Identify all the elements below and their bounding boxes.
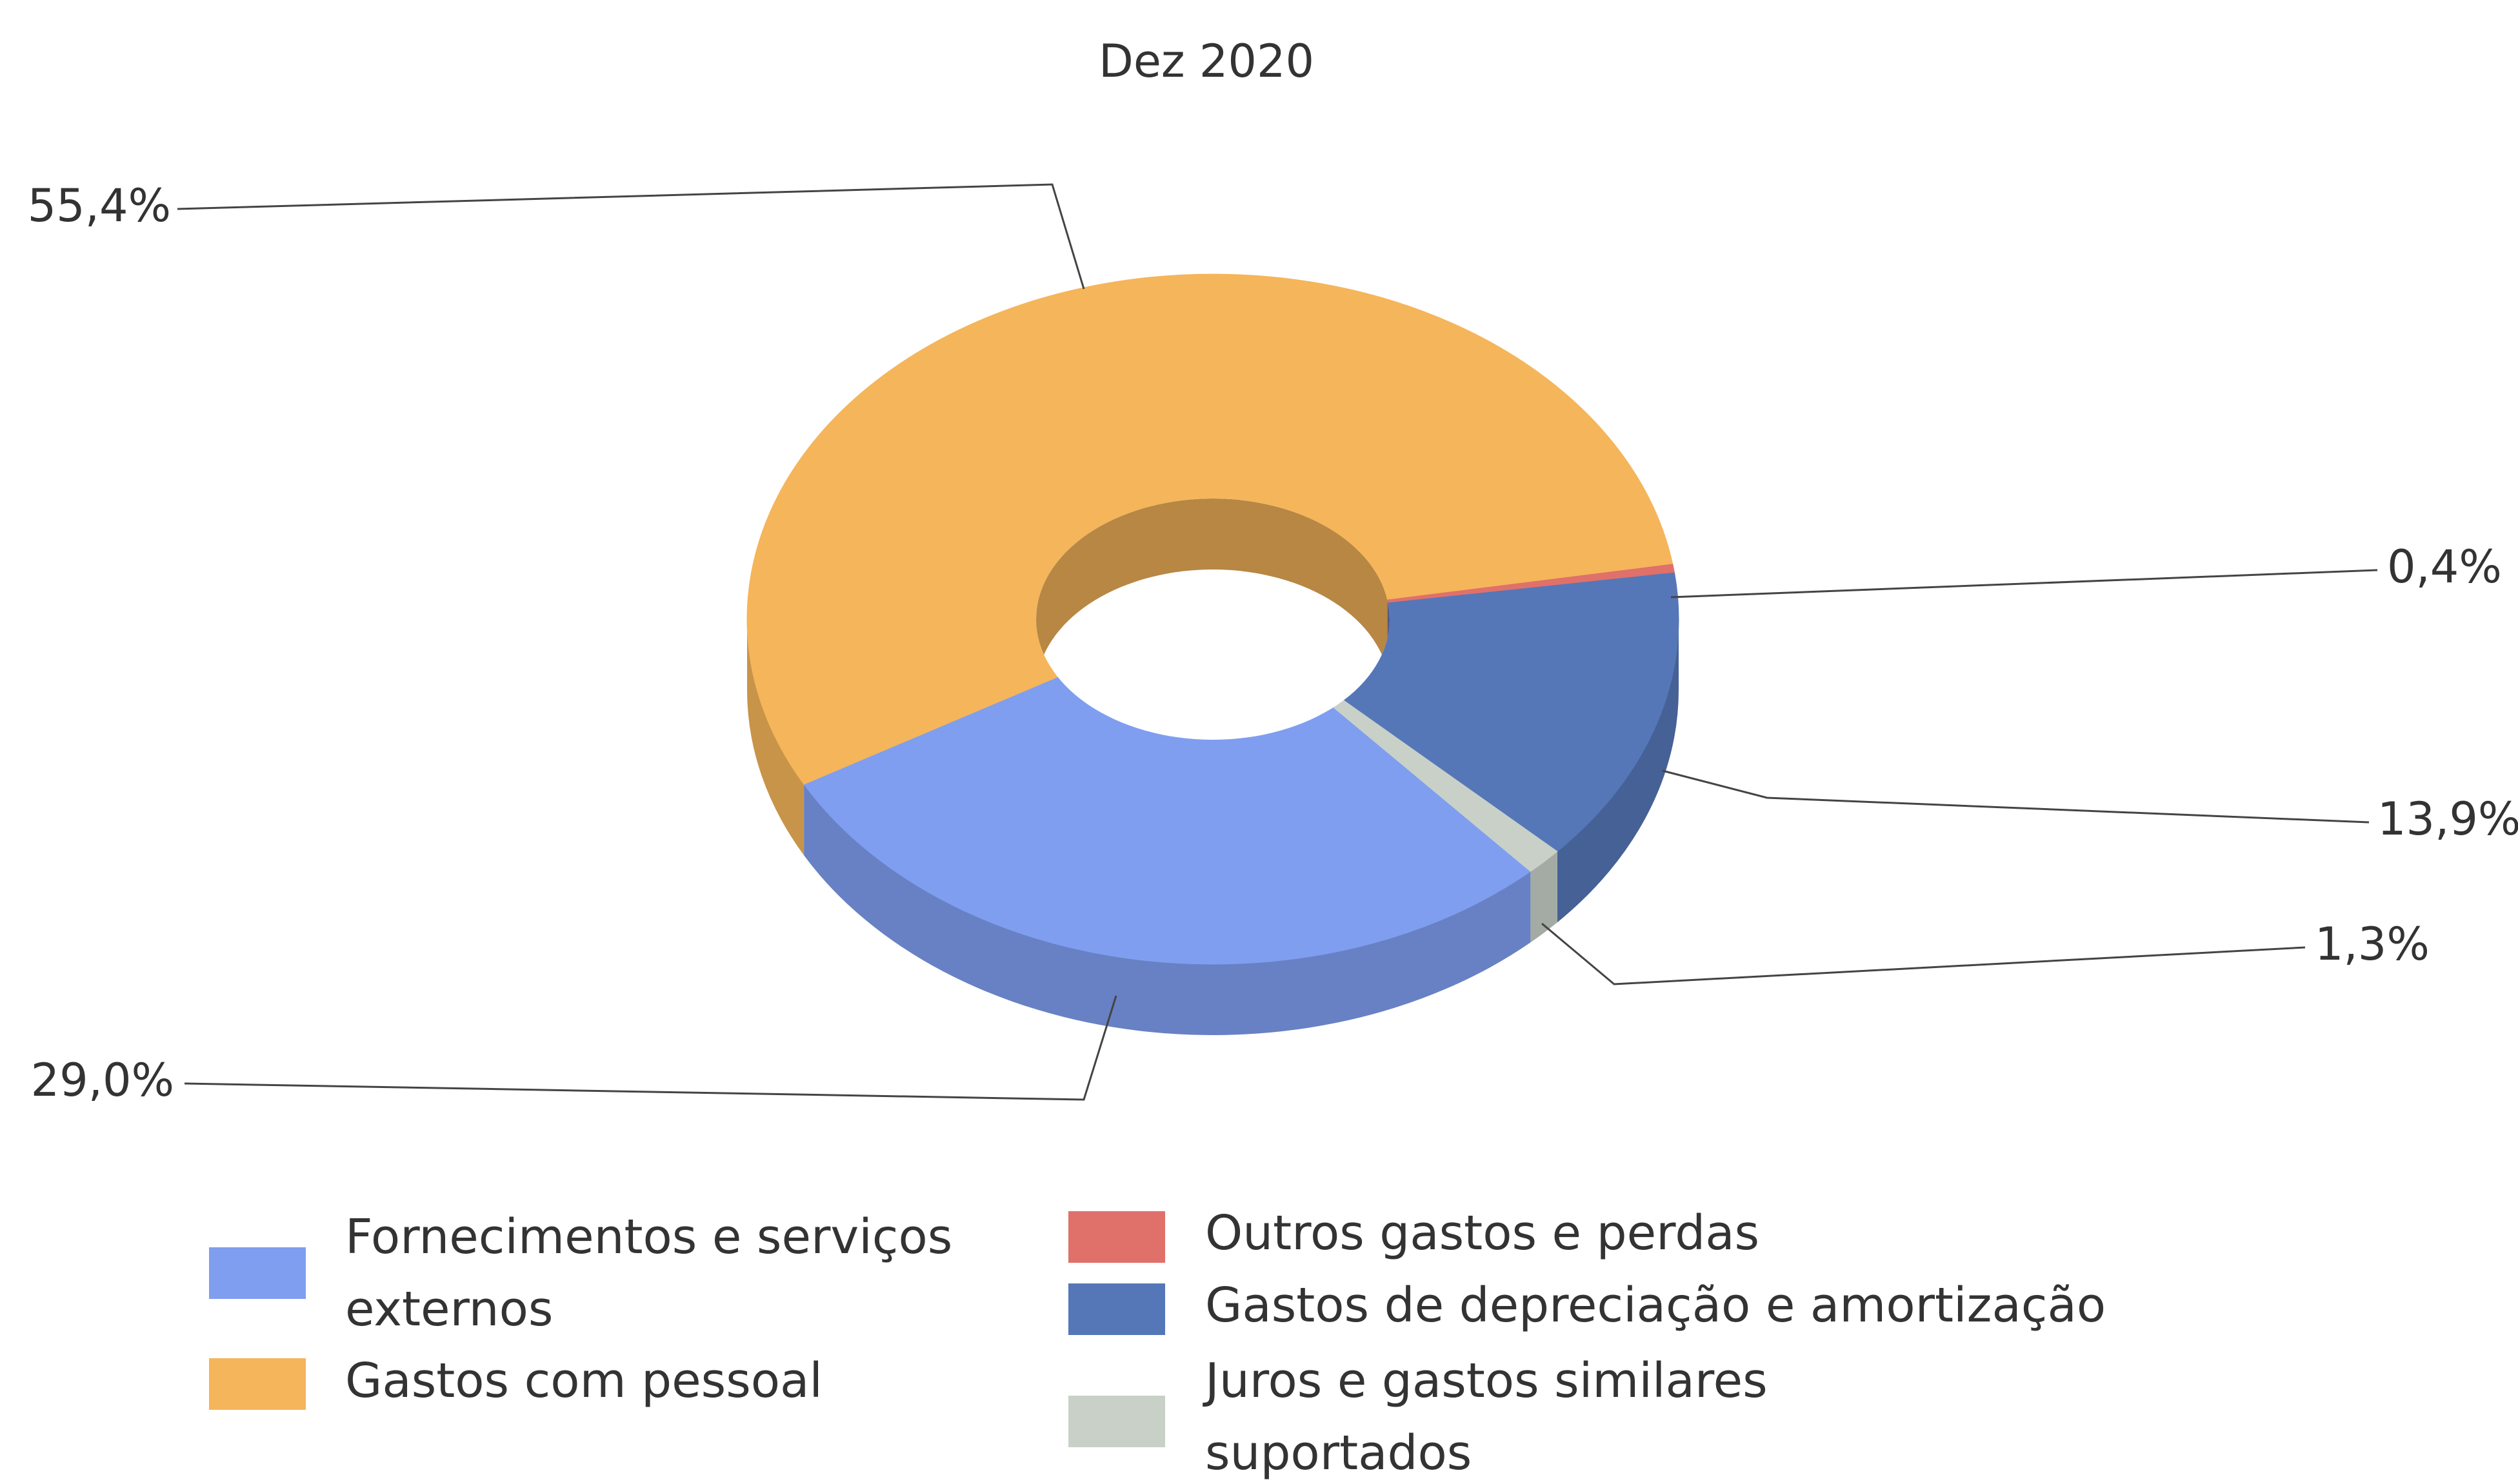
slice-side-shade [804, 784, 1531, 1035]
legend-label: Fornecimentos e serviços externos [345, 1209, 953, 1337]
inner-side-shade [1036, 499, 1388, 690]
slice-side [747, 619, 804, 856]
data-label: 55,4% [28, 179, 171, 232]
leader-line [1541, 922, 2306, 985]
slice [803, 676, 1532, 965]
leader-line [1662, 769, 2370, 824]
slice-side [1557, 619, 1679, 923]
legend-swatch [1068, 1283, 1165, 1335]
data-label: 1,3% [2315, 918, 2430, 971]
inner-side [1036, 499, 1388, 690]
slice-side-shade [1530, 851, 1557, 943]
leader-line [1670, 569, 2378, 599]
leader-line [177, 183, 1085, 290]
legend-swatch [209, 1358, 306, 1410]
slice-side [1530, 851, 1557, 943]
legend-label: Juros e gastos similares suportados [1205, 1353, 1768, 1481]
legend-swatch [1068, 1211, 1165, 1263]
legend-label: Gastos com pessoal [345, 1353, 823, 1409]
data-label: 0,4% [2387, 540, 2502, 593]
legend-swatch [1068, 1396, 1165, 1447]
legend-swatch [209, 1247, 306, 1299]
legend-label: Outros gastos e perdas [1205, 1205, 1760, 1261]
data-label: 13,9% [2377, 793, 2518, 846]
slice-side-shade [747, 619, 804, 856]
slice-side [804, 784, 1531, 1035]
chart-title: Dez 2020 [1099, 35, 1314, 88]
data-label: 29,0% [31, 1054, 174, 1107]
legend-label: Gastos de depreciação e amortização [1205, 1278, 2106, 1333]
slice-side-shade [1557, 619, 1679, 923]
leader-line [184, 995, 1117, 1101]
